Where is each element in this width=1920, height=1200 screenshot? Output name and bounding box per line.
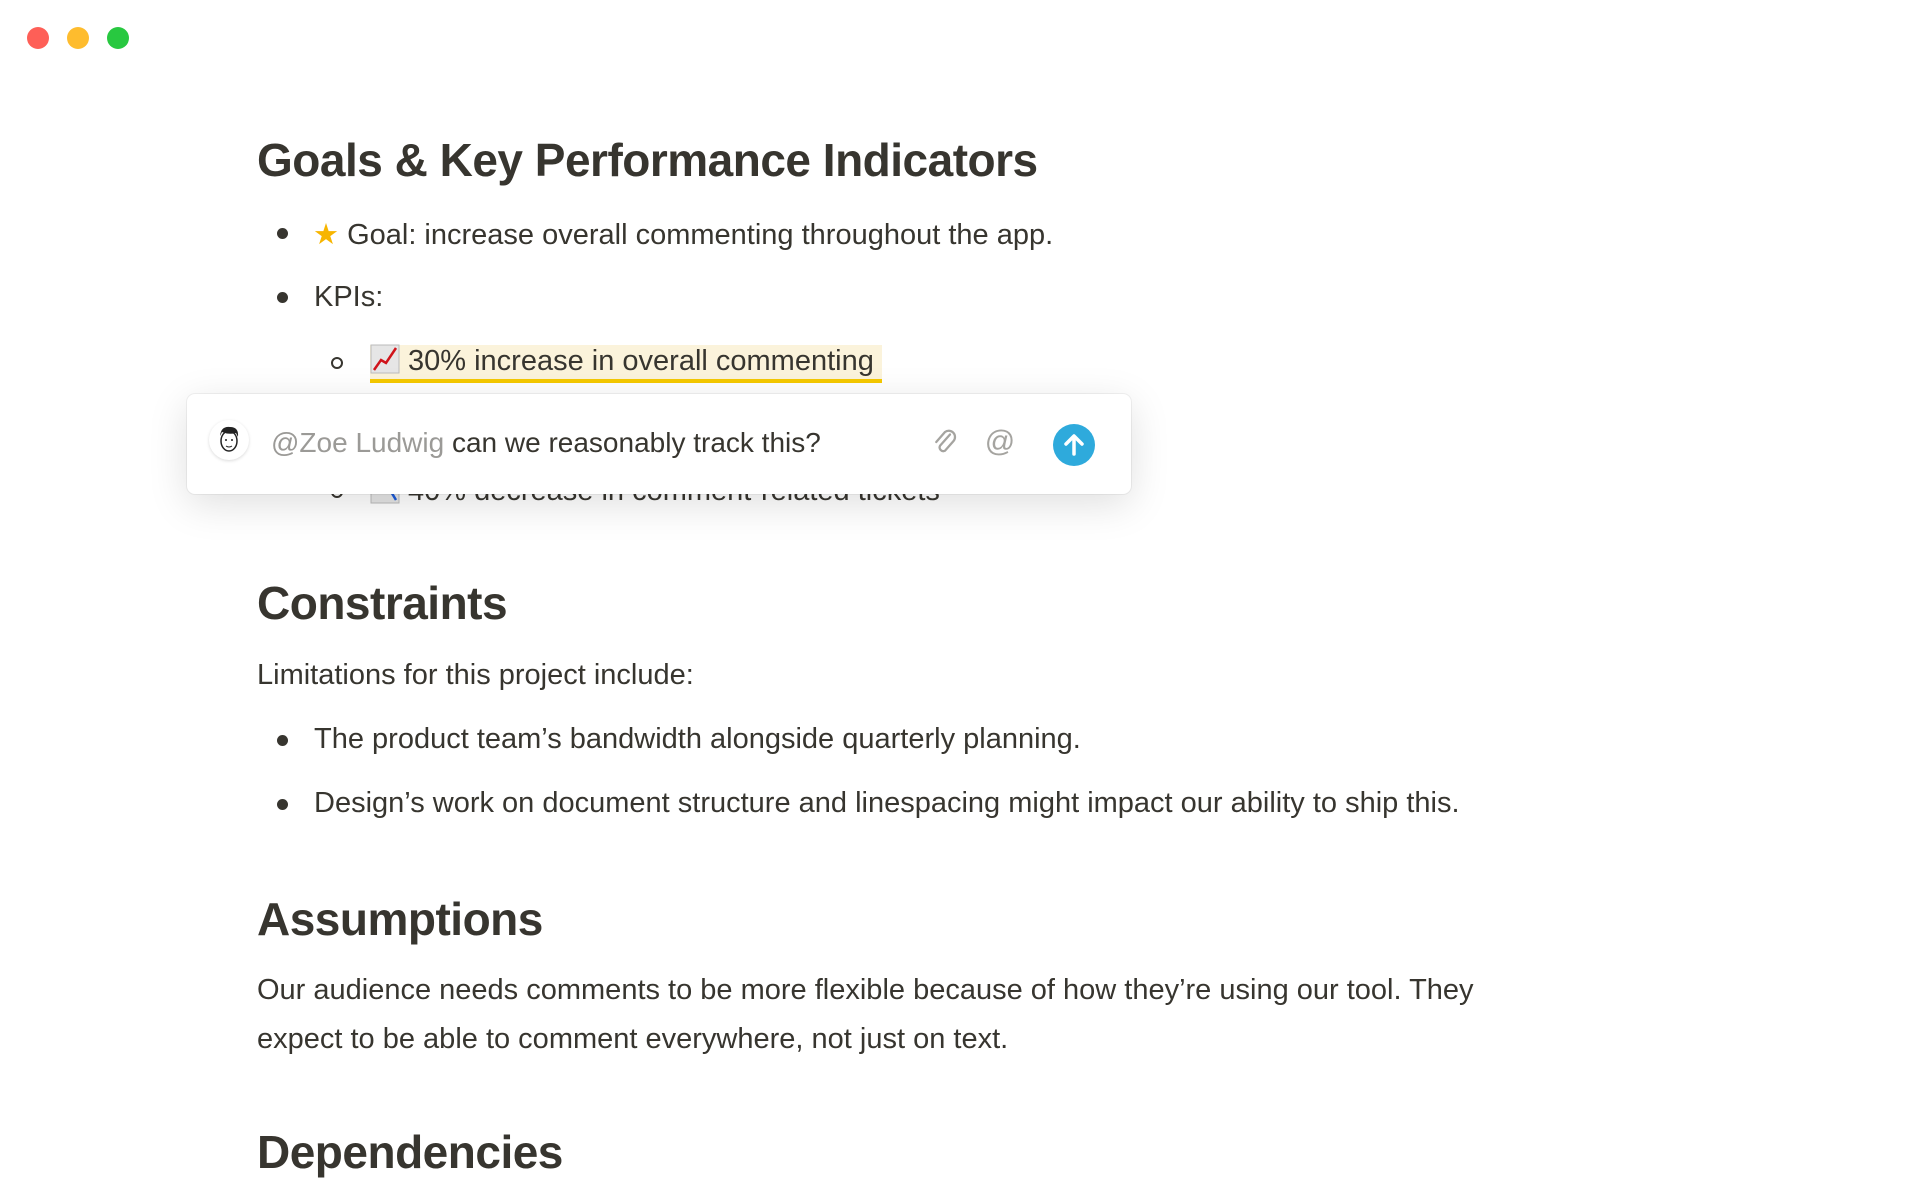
assumptions-line-1: Our audience needs comments to be more f… [257,974,1474,1006]
minimize-window-button[interactable] [67,27,89,49]
mention[interactable]: @Zoe Ludwig [271,427,445,458]
bullet [277,292,288,303]
at-icon[interactable]: @ [984,425,1016,458]
comment-popup: @Zoe Ludwig can we reasonably track this… [187,394,1131,494]
constraint-item: The product team’s bandwidth alongside q… [314,723,1081,755]
close-window-button[interactable] [27,27,49,49]
zoom-window-button[interactable] [107,27,129,49]
heading-dependencies: Dependencies [257,1126,563,1178]
goal-text: Goal: increase overall commenting throug… [347,219,1054,251]
heading-goals: Goals & Key Performance Indicators [257,134,1038,186]
kpi-1-text: 30% increase in overall commenting [408,345,874,377]
goal-item: ★ Goal: increase overall commenting thro… [313,217,1053,252]
bullet [277,228,288,239]
star-icon: ★ [313,219,339,251]
constraints-intro: Limitations for this project include: [257,659,694,691]
bullet [277,799,288,810]
sub-bullet [331,357,343,369]
comment-text: can we reasonably track this? [444,427,821,458]
assumptions-line-2: expect to be able to comment everywhere,… [257,1023,1009,1055]
constraint-item: Design’s work on document structure and … [314,787,1460,819]
paperclip-icon[interactable] [927,424,963,460]
comment-highlight[interactable]: 30% increase in overall commenting [370,344,882,383]
user-avatar [209,420,249,460]
bullet [277,735,288,746]
send-arrow-icon [1064,434,1084,456]
chart-increasing-icon [370,344,400,374]
heading-assumptions: Assumptions [257,893,543,945]
send-button[interactable] [1053,424,1095,466]
kpis-label: KPIs: [314,281,384,313]
comment-input[interactable]: @Zoe Ludwig can we reasonably track this… [271,427,821,459]
kpi-1[interactable]: 30% increase in overall commenting [370,344,882,383]
heading-constraints: Constraints [257,577,508,629]
